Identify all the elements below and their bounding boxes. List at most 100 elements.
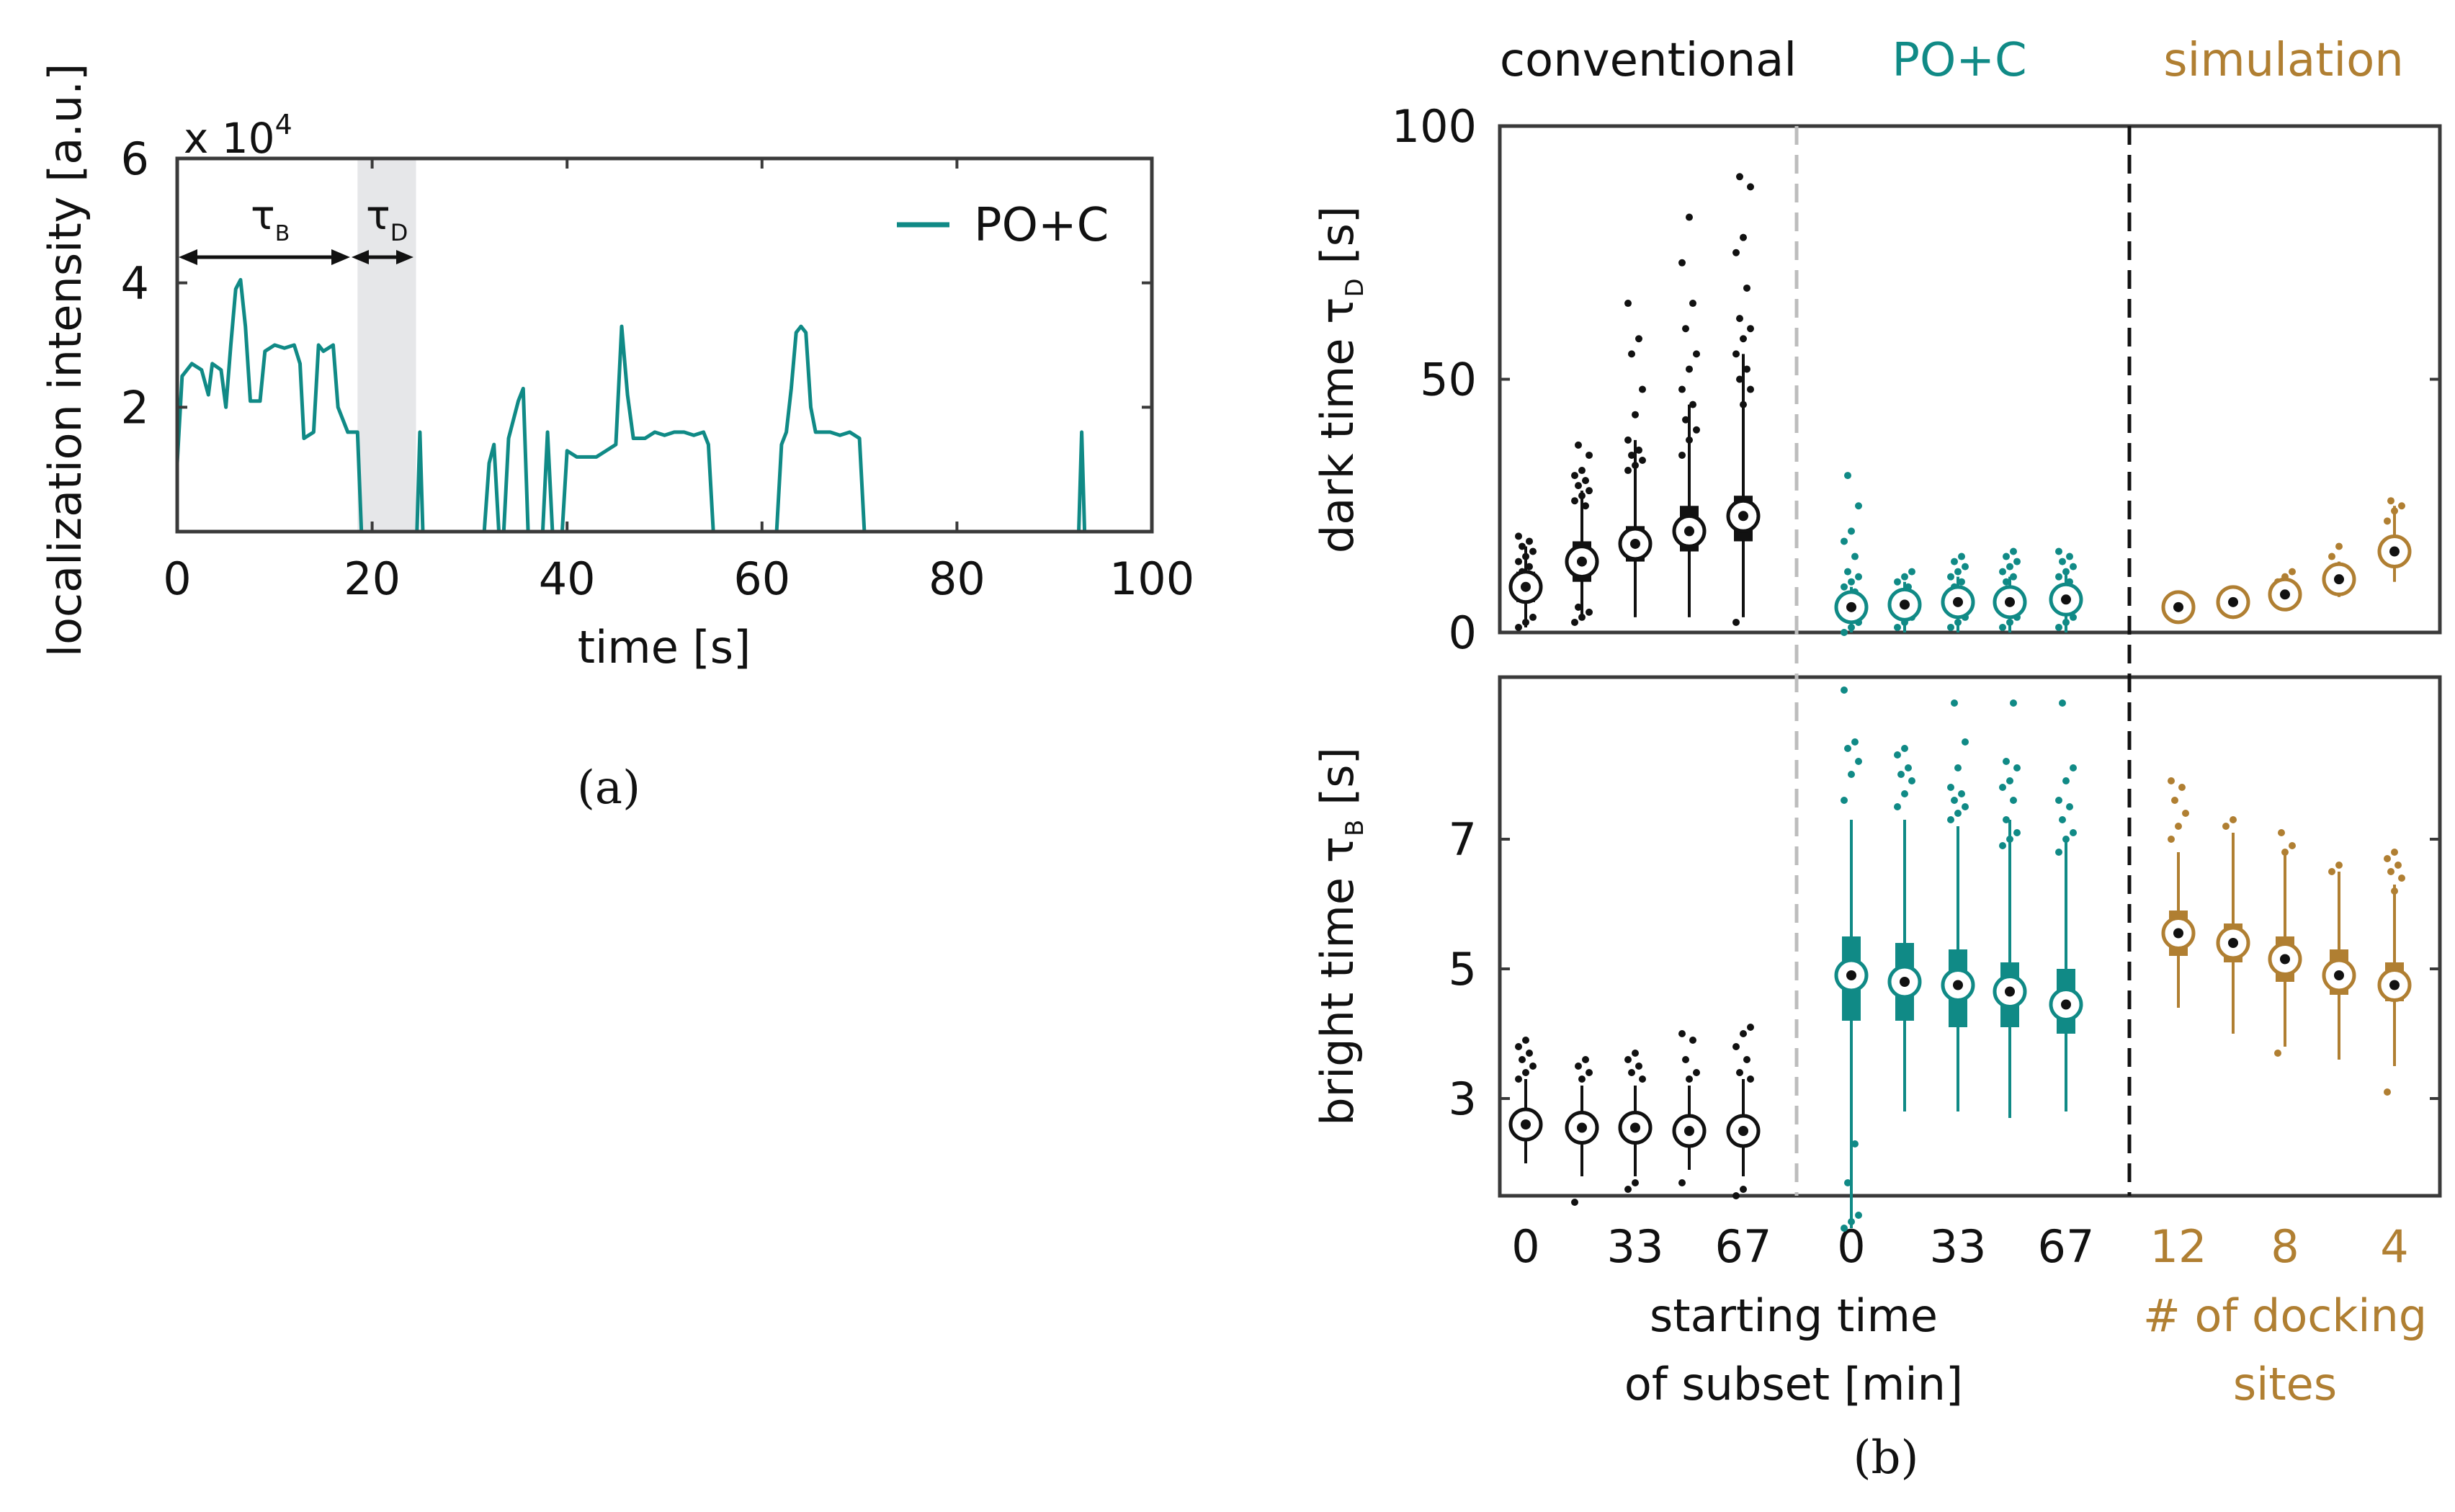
outlier-point <box>2066 553 2073 560</box>
outlier-point <box>2006 563 2013 571</box>
header-poc: PO+C <box>1892 34 2026 87</box>
median-dot <box>2173 928 2183 939</box>
outlier-point <box>1999 623 2006 631</box>
median-dot <box>1684 526 1694 537</box>
outlier-point <box>2335 542 2343 550</box>
outlier-point <box>1515 532 1522 540</box>
outlier-point <box>1689 1037 1696 1044</box>
outlier-point <box>1522 1069 1529 1076</box>
outlier-point <box>1894 578 1901 586</box>
box-poc-2 <box>1941 699 1975 1111</box>
trace-segment-0 <box>175 277 364 532</box>
panel-a-label: (a) <box>577 761 640 815</box>
outlier-point <box>2070 829 2077 836</box>
outlier-point <box>2013 558 2021 565</box>
x-tick-label: 12 <box>2150 1220 2207 1273</box>
outlier-point <box>2010 573 2017 581</box>
outlier-point <box>1844 745 1851 752</box>
outlier-point <box>2387 497 2394 505</box>
outlier-point <box>1582 477 1589 485</box>
outlier-point <box>1522 1037 1529 1044</box>
legend-label-poc: PO+C <box>974 199 1109 252</box>
outlier-point <box>1901 745 1908 752</box>
outlier-point <box>1947 784 1954 791</box>
bright-time-label-sub: B <box>1341 820 1369 836</box>
outlier-point <box>1894 623 1901 631</box>
outlier-point <box>1515 623 1522 631</box>
outlier-point <box>1515 1075 1522 1083</box>
trace-segment-2 <box>482 442 501 532</box>
outlier-point <box>1947 573 1954 581</box>
x-tick-label: 80 <box>929 553 985 605</box>
panel-a-y-axis-label: localization intensity [a.u.] <box>39 63 91 657</box>
outlier-point <box>1526 1050 1533 1057</box>
outlier-point <box>1689 300 1696 308</box>
outlier-point <box>2003 578 2010 586</box>
median-dot <box>2280 589 2290 600</box>
outlier-point <box>2006 618 2013 626</box>
outlier-point <box>1954 764 1962 771</box>
bright-time-axis-label: bright time τB [s] <box>1311 747 1369 1126</box>
trace-segment-4 <box>540 430 555 532</box>
box-simulation-0 <box>2161 777 2196 1008</box>
outlier-point <box>2289 568 2296 576</box>
outlier-point <box>2335 862 2343 869</box>
x-tick-label: 20 <box>344 553 401 605</box>
outlier-point <box>2289 842 2296 849</box>
outlier-point <box>1522 618 1529 626</box>
outlier-point <box>1678 259 1686 267</box>
median-dot <box>2228 938 2238 948</box>
median-dot <box>1953 596 1963 607</box>
outlier-point <box>1639 385 1646 393</box>
trace-segment-6 <box>774 324 867 532</box>
outlier-point <box>1951 699 1958 707</box>
outlier-point <box>1743 1056 1750 1063</box>
outlier-point <box>1515 1043 1522 1050</box>
box-conventional-4 <box>1726 173 1761 626</box>
box-poc-1 <box>1887 568 1922 632</box>
box-poc-0 <box>1834 686 1869 1232</box>
dark-time-label-text: dark time τ <box>1311 298 1364 554</box>
box-simulation-3 <box>2322 542 2356 597</box>
outlier-point <box>1747 325 1754 333</box>
y-tick-label: 6 <box>121 133 149 185</box>
outlier-point <box>1578 613 1586 621</box>
box-poc-0 <box>1834 472 1869 636</box>
y-tick-label: 5 <box>1449 943 1477 996</box>
outlier-point <box>2398 502 2405 510</box>
outlier-point <box>1841 537 1848 545</box>
x-tick-label: 60 <box>733 553 790 605</box>
median-dot <box>1684 1126 1694 1136</box>
median-dot <box>2280 954 2290 965</box>
outlier-point <box>1635 446 1642 454</box>
outlier-point <box>1736 173 1743 181</box>
median-dot <box>1953 980 1963 990</box>
x-tick-label: 0 <box>1511 1220 1539 1273</box>
outlier-point <box>1747 1075 1754 1083</box>
outlier-point <box>1686 213 1693 221</box>
outlier-point <box>2222 823 2230 830</box>
outlier-point <box>1841 686 1848 694</box>
outlier-point <box>1519 1056 1526 1063</box>
y-multiplier-exponent: 4 <box>275 109 292 140</box>
panel-b-label: (b) <box>1853 1431 1919 1485</box>
outlier-point <box>1841 797 1848 804</box>
box-conventional-3 <box>1672 1030 1707 1186</box>
outlier-point <box>1954 568 1962 576</box>
panel-a-ticks: 0 20 40 60 80 100 2 4 6 <box>121 133 1195 605</box>
trace-segment-1 <box>415 430 425 532</box>
x-tick-label: 33 <box>1930 1220 1987 1273</box>
box-simulation-0 <box>2161 590 2196 625</box>
median-dot <box>1577 556 1587 567</box>
outlier-point <box>1947 816 1954 823</box>
outlier-point <box>1855 758 1862 765</box>
outlier-point <box>1951 558 1958 565</box>
outlier-point <box>1999 784 2006 791</box>
box-poc-3 <box>1993 547 2027 632</box>
outlier-point <box>1586 608 1593 616</box>
outlier-point <box>2013 829 2021 836</box>
outlier-point <box>1693 426 1700 434</box>
outlier-point <box>2070 764 2077 771</box>
outlier-point <box>1740 335 1747 343</box>
